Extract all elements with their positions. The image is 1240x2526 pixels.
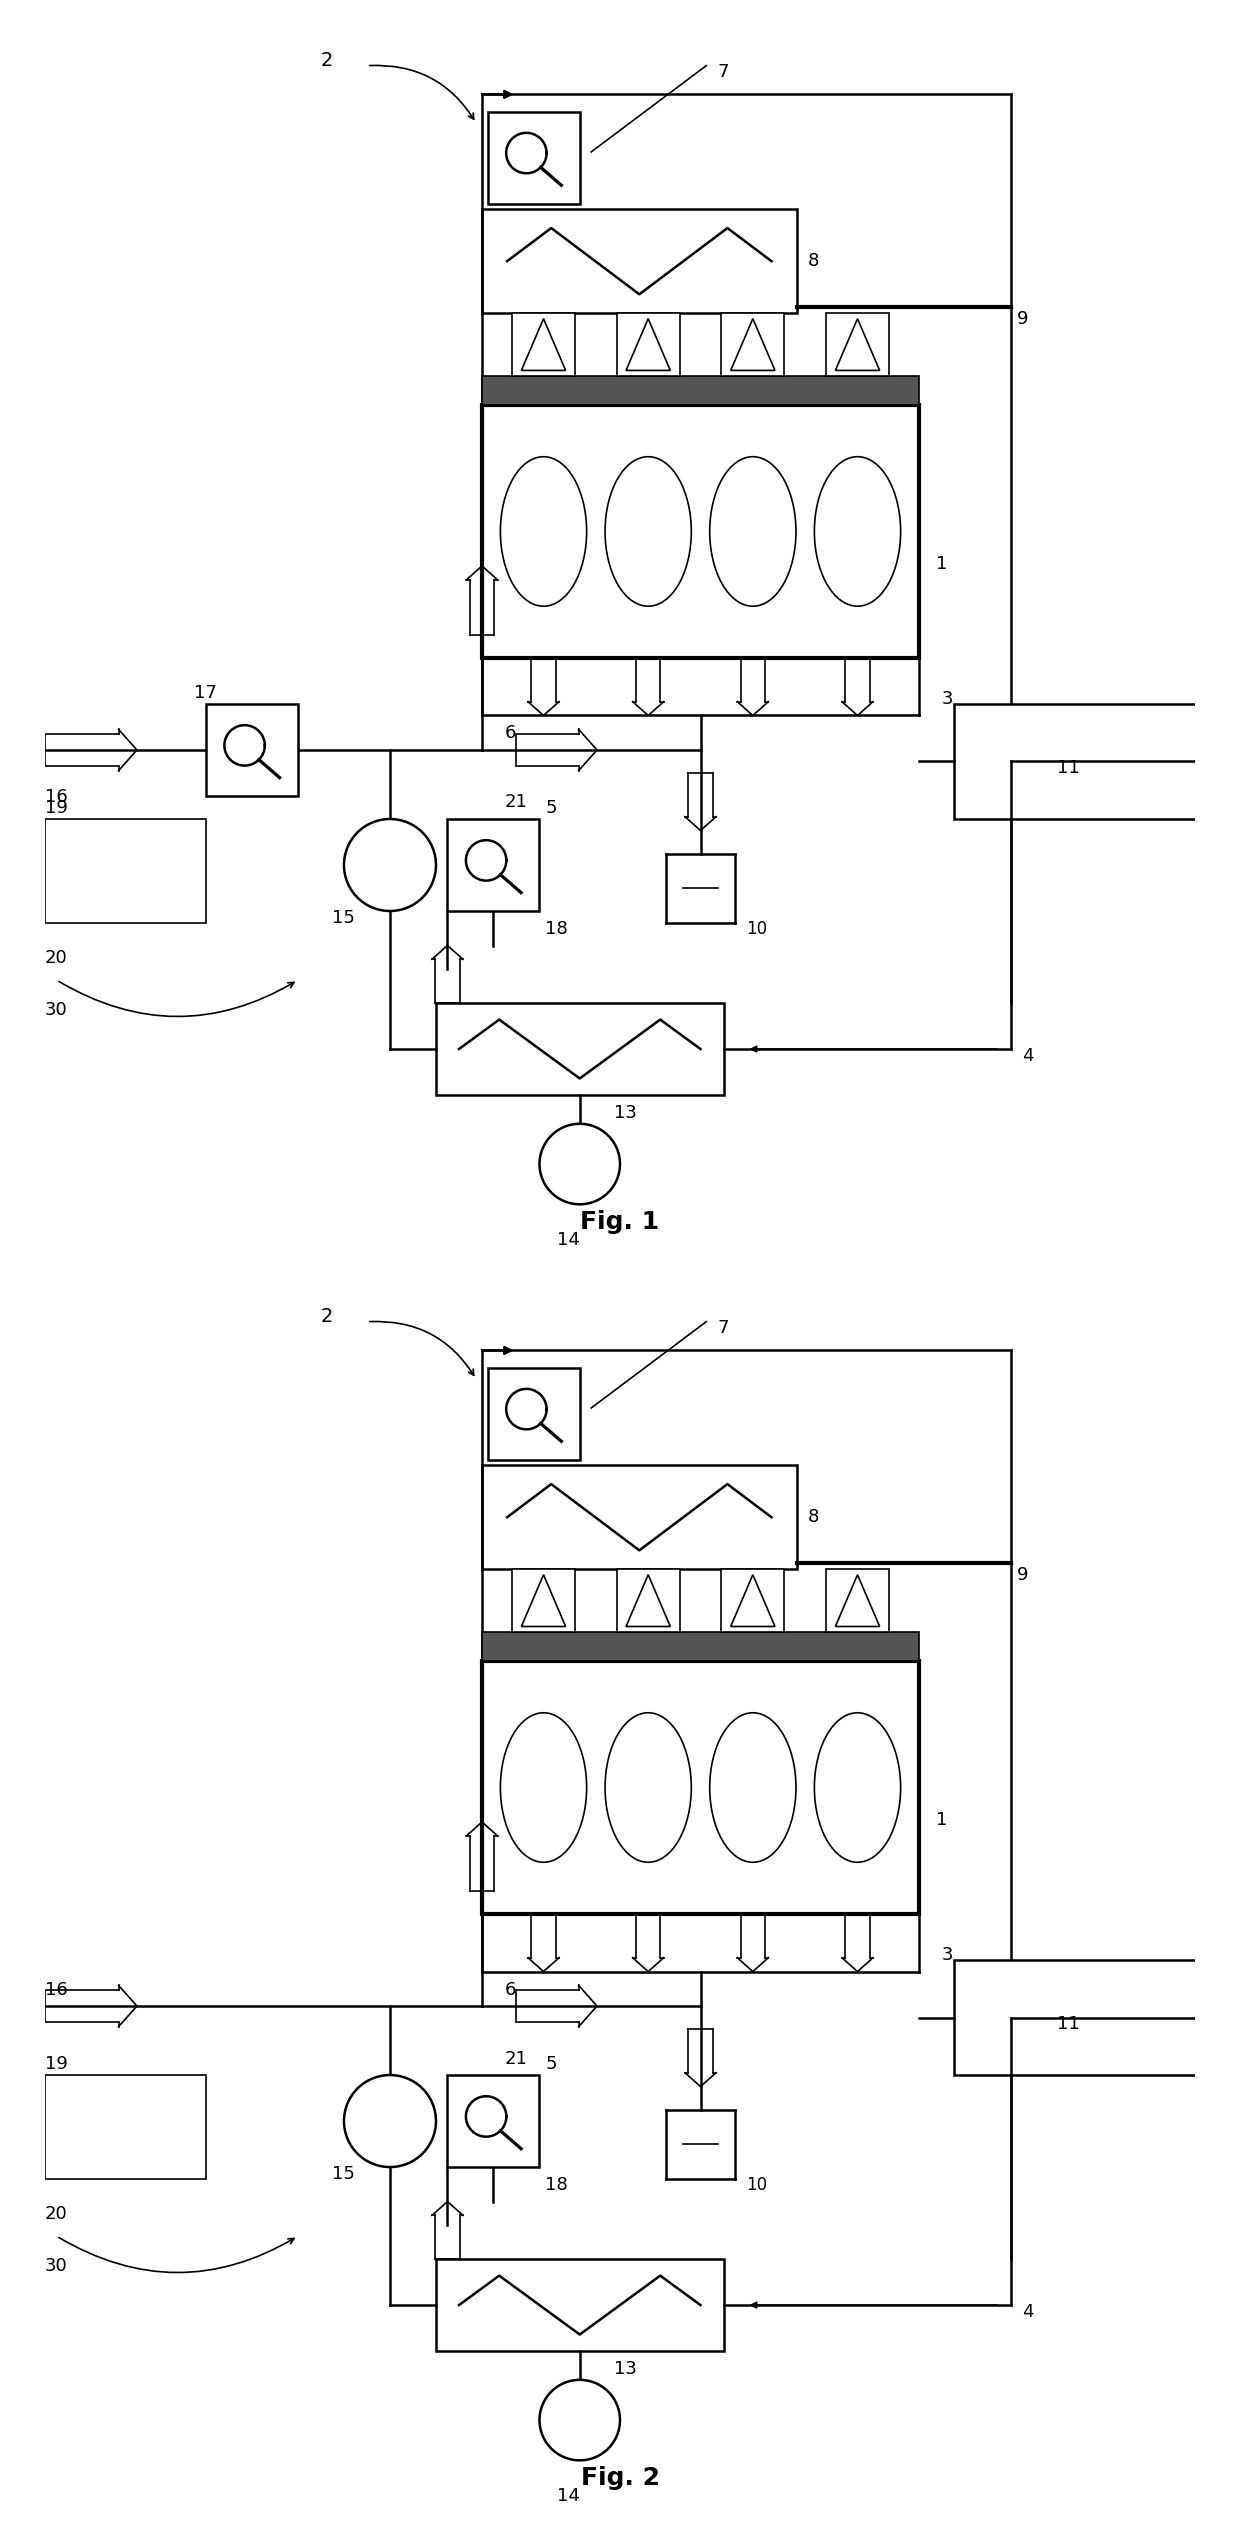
Text: 1: 1 — [936, 1811, 947, 1829]
Text: 15: 15 — [332, 2165, 356, 2182]
Ellipse shape — [501, 457, 587, 606]
Polygon shape — [626, 1574, 671, 1627]
Text: 8: 8 — [808, 1508, 820, 1526]
Polygon shape — [836, 1574, 879, 1627]
Bar — [512, 1569, 575, 1632]
Text: 19: 19 — [45, 2056, 68, 2074]
Text: 21: 21 — [505, 2049, 528, 2069]
Text: 3: 3 — [942, 1945, 954, 1965]
Circle shape — [539, 1124, 620, 1205]
Text: 20: 20 — [45, 950, 68, 967]
Bar — [616, 313, 680, 376]
Text: 13: 13 — [614, 2359, 637, 2377]
Bar — [206, 705, 298, 796]
Bar — [436, 2258, 723, 2352]
Text: 11: 11 — [1056, 758, 1080, 778]
Bar — [482, 1465, 796, 1569]
Circle shape — [343, 818, 436, 912]
Text: Fig. 1: Fig. 1 — [580, 1210, 660, 1233]
Bar — [436, 1003, 723, 1096]
Text: 20: 20 — [45, 2205, 68, 2223]
Text: 9: 9 — [1017, 311, 1028, 328]
Bar — [616, 1569, 680, 1632]
Polygon shape — [521, 318, 565, 371]
Text: 13: 13 — [614, 1104, 637, 1122]
Text: 14: 14 — [557, 1230, 579, 1248]
Text: 6: 6 — [505, 1980, 516, 1998]
Bar — [722, 313, 785, 376]
Bar — [45, 818, 206, 922]
Bar — [448, 818, 539, 912]
Text: 16: 16 — [45, 788, 68, 806]
Text: 4: 4 — [1023, 2304, 1034, 2321]
Text: 16: 16 — [45, 1980, 68, 1998]
Polygon shape — [521, 1574, 565, 1627]
Text: 10: 10 — [746, 2175, 768, 2195]
Text: 19: 19 — [45, 798, 68, 818]
Text: 17: 17 — [195, 685, 217, 702]
Circle shape — [539, 2379, 620, 2460]
Bar — [487, 111, 580, 205]
Text: 3: 3 — [942, 690, 954, 707]
Text: 18: 18 — [546, 2175, 568, 2195]
Text: 11: 11 — [1056, 2016, 1080, 2033]
Bar — [482, 1632, 919, 1662]
Bar — [954, 705, 1207, 818]
Bar — [482, 376, 919, 404]
Ellipse shape — [605, 457, 692, 606]
Bar — [722, 1569, 785, 1632]
Ellipse shape — [605, 1713, 692, 1862]
Bar — [448, 2074, 539, 2167]
Text: Fig. 2: Fig. 2 — [580, 2465, 660, 2491]
Text: 15: 15 — [332, 909, 356, 927]
Polygon shape — [626, 318, 671, 371]
Text: 5: 5 — [546, 2056, 557, 2074]
Bar — [487, 1367, 580, 1460]
Bar — [482, 404, 919, 657]
Ellipse shape — [815, 1713, 900, 1862]
Text: 30: 30 — [45, 2256, 68, 2273]
Text: 14: 14 — [557, 2486, 579, 2506]
Text: 4: 4 — [1023, 1046, 1034, 1063]
Bar — [482, 210, 796, 313]
Bar — [826, 313, 889, 376]
Bar — [512, 313, 575, 376]
Bar — [45, 2074, 206, 2177]
Polygon shape — [730, 318, 775, 371]
Text: 10: 10 — [746, 919, 768, 937]
Text: 9: 9 — [1017, 1566, 1028, 1584]
Ellipse shape — [709, 1713, 796, 1862]
Circle shape — [343, 2074, 436, 2167]
Text: 1: 1 — [936, 556, 947, 573]
Bar — [954, 1960, 1207, 2074]
Text: 18: 18 — [546, 919, 568, 937]
Ellipse shape — [709, 457, 796, 606]
Text: 7: 7 — [718, 63, 729, 81]
Bar — [482, 1662, 919, 1915]
Ellipse shape — [815, 457, 900, 606]
Text: 8: 8 — [808, 253, 820, 270]
Ellipse shape — [501, 1713, 587, 1862]
Text: 21: 21 — [505, 793, 528, 811]
Polygon shape — [836, 318, 879, 371]
Bar — [826, 1569, 889, 1632]
Text: 2: 2 — [321, 1306, 334, 1326]
Text: 30: 30 — [45, 1000, 68, 1018]
Text: 5: 5 — [546, 798, 557, 818]
Polygon shape — [730, 1574, 775, 1627]
Text: 6: 6 — [505, 725, 516, 743]
Text: 2: 2 — [321, 51, 334, 71]
Text: 7: 7 — [718, 1319, 729, 1336]
